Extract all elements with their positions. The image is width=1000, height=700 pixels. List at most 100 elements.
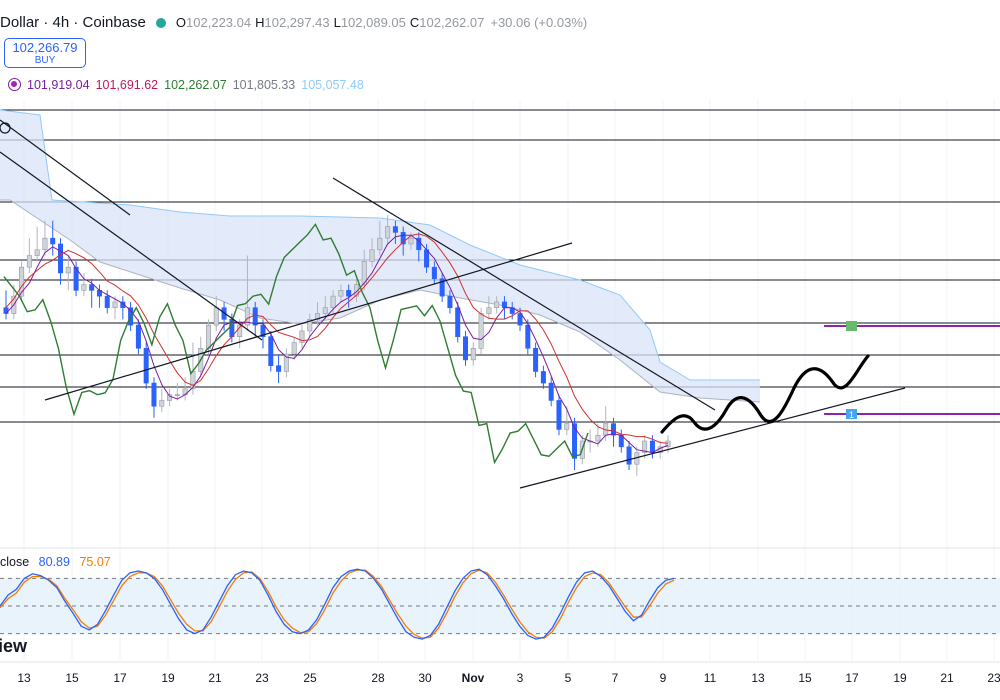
candle-body <box>439 278 445 297</box>
tenkan-line <box>5 234 669 454</box>
candle-body <box>143 347 149 384</box>
x-tick-label: 21 <box>208 671 222 685</box>
x-tick-label: 23 <box>987 671 1000 685</box>
candle-body <box>104 295 110 309</box>
ohlc-value-l: 102,089.05 <box>340 15 406 30</box>
candle-body <box>65 266 71 274</box>
candle-body <box>595 434 601 442</box>
ohlc-key-o: O <box>175 15 187 30</box>
candle-body <box>494 301 500 309</box>
candle-body <box>283 353 289 372</box>
candle-body <box>190 371 196 390</box>
indicator-icon[interactable] <box>8 78 21 91</box>
trend-line <box>0 151 263 341</box>
candle-body <box>268 336 274 366</box>
candle-body <box>244 307 250 326</box>
candle-body <box>112 301 118 309</box>
candle-body <box>50 237 56 245</box>
candle-body <box>81 284 87 291</box>
hide-icon <box>0 122 11 134</box>
market-status-icon <box>155 18 166 28</box>
candle-body <box>299 330 305 343</box>
buy-label: BUY <box>34 55 56 66</box>
check-marker-icon <box>846 321 857 331</box>
candle-body <box>392 226 398 233</box>
candle-body <box>276 365 282 372</box>
trend-line <box>332 177 716 411</box>
candle-body <box>564 423 570 430</box>
candle-body <box>213 307 219 326</box>
senkou-span-a <box>0 109 760 381</box>
candle-body <box>649 440 655 453</box>
x-tick-label: 15 <box>798 671 812 685</box>
candle-body <box>525 324 531 349</box>
candle-body <box>237 324 243 338</box>
trend-line <box>0 119 131 216</box>
stoch-k-value: 80.89 <box>38 555 70 569</box>
x-tick-label: 3 <box>516 671 524 685</box>
x-tick-label: 30 <box>418 671 432 685</box>
ichimoku-cloud <box>0 110 760 402</box>
symbol-title[interactable]: Dollar · 4h · Coinbase <box>0 14 146 31</box>
projection-path <box>660 354 870 434</box>
candle-body <box>260 324 266 338</box>
x-tick-label: 13 <box>17 671 31 685</box>
candle-body <box>408 237 414 245</box>
x-tick-label: 25 <box>303 671 317 685</box>
x-tick-label: 15 <box>65 671 79 685</box>
candle-body <box>533 347 539 372</box>
candle-body <box>463 336 469 361</box>
chikou-line <box>3 223 589 465</box>
price-change: +30.06 (+0.03%) <box>490 15 588 30</box>
candle-body <box>400 232 406 245</box>
x-tick-label: 11 <box>703 671 717 685</box>
candle-body <box>478 313 484 349</box>
ichimoku-legend: 101,919.04 101,691.62 102,262.07 101,805.33… <box>0 78 370 92</box>
candle-body <box>501 301 507 309</box>
x-tick-label: 19 <box>893 671 907 685</box>
candle-body <box>548 382 554 401</box>
ichimoku-value: 105,057.48 <box>301 78 364 92</box>
candle-body <box>455 307 461 338</box>
candle-body <box>626 446 632 465</box>
legend-title-row: Dollar · 4h · Coinbase O102,223.04 H102,29… <box>0 14 587 31</box>
candle-body <box>346 290 352 297</box>
stoch-d-line <box>0 569 675 639</box>
x-tick-label: 28 <box>371 671 385 685</box>
candle-body <box>642 440 648 453</box>
entry-marker-text: 1 <box>849 410 854 420</box>
ohlc-key-h: H <box>255 15 265 30</box>
ohlc-value-c: 102,262.07 <box>419 15 485 30</box>
candle-body <box>424 249 430 268</box>
ichimoku-value: 101,919.04 <box>27 78 90 92</box>
x-tick-label: 5 <box>564 671 572 685</box>
candle-body <box>58 243 64 274</box>
entry-marker-icon <box>846 409 857 419</box>
candle-body <box>610 423 616 436</box>
candle-body <box>447 295 453 309</box>
trend-line <box>519 387 906 489</box>
ichimoku-values: 101,919.04 101,691.62 102,262.07 101,805.33… <box>27 78 370 92</box>
candle-body <box>291 342 297 355</box>
ohlc-value-o: 102,223.04 <box>186 15 252 30</box>
candle-body <box>517 313 523 326</box>
candle-body <box>322 307 328 314</box>
candle-body <box>42 237 48 251</box>
buy-button[interactable]: 102,266.79 BUY <box>4 38 86 68</box>
candle-body <box>307 319 313 332</box>
watermark: iew <box>0 636 28 656</box>
candle-body <box>167 394 173 401</box>
candle-body <box>252 307 258 326</box>
x-tick-label: 17 <box>113 671 127 685</box>
ohlc-value-h: 102,297.43 <box>264 15 330 30</box>
candle-body <box>572 423 578 459</box>
candle-body <box>135 324 141 349</box>
candle-body <box>205 324 211 349</box>
candle-body <box>174 394 180 396</box>
candle-body <box>89 284 95 291</box>
x-tick-label: 21 <box>940 671 954 685</box>
candle-body <box>470 347 476 361</box>
ichimoku-value: 101,805.33 <box>232 78 296 92</box>
